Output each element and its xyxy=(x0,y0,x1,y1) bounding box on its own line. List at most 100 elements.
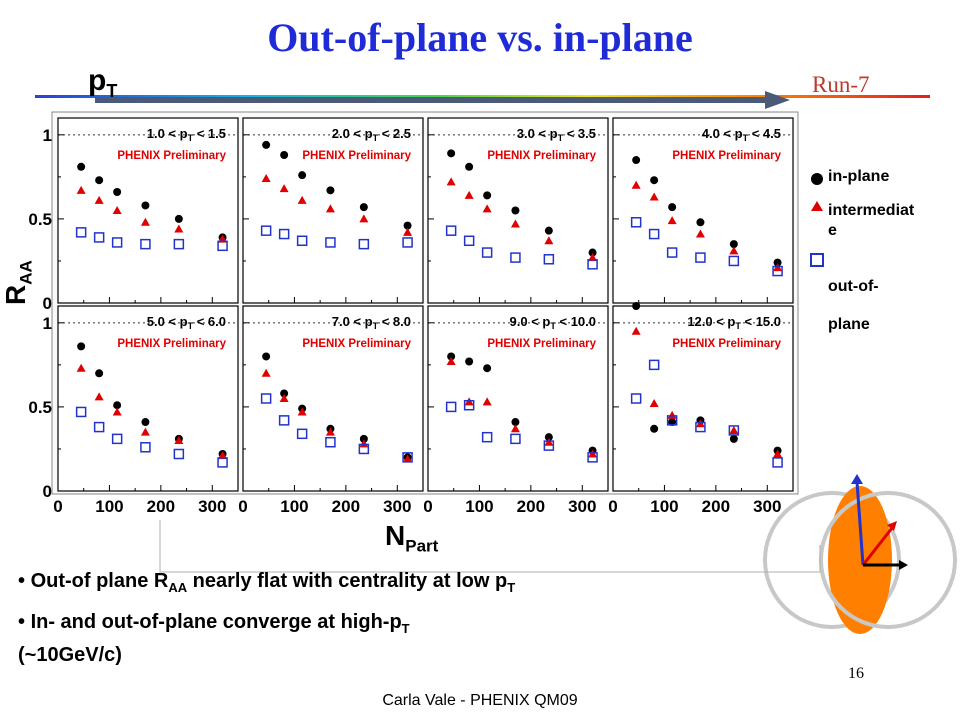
preliminary-label: PHENIX Preliminary xyxy=(672,150,781,162)
intermediate-point xyxy=(649,192,659,201)
intermediate-point xyxy=(482,397,492,406)
intermediate-point xyxy=(695,229,705,238)
preliminary-label: PHENIX Preliminary xyxy=(487,338,596,350)
preliminary-label: PHENIX Preliminary xyxy=(487,150,596,162)
intermediate-point xyxy=(631,326,641,335)
x-tick-label: 0 xyxy=(53,497,62,516)
out-of-plane-point xyxy=(260,225,272,236)
out-of-plane-point xyxy=(358,443,370,455)
out-of-plane-point xyxy=(543,254,555,265)
in-plane-point xyxy=(511,418,520,427)
preliminary-label: PHENIX Preliminary xyxy=(302,150,411,162)
out-of-plane-point xyxy=(772,457,783,468)
legend-intermediate-marker xyxy=(811,201,823,211)
intermediate-point xyxy=(140,427,150,436)
out-of-plane-point xyxy=(695,421,706,433)
in-plane-point xyxy=(262,352,271,361)
in-plane-point xyxy=(113,188,122,196)
in-plane-point xyxy=(729,240,738,249)
out-of-plane-point xyxy=(173,238,185,250)
intermediate-point xyxy=(464,190,474,199)
y-tick-label: 0.5 xyxy=(28,210,52,229)
out-of-plane-point xyxy=(666,415,678,426)
in-plane-point xyxy=(773,258,782,267)
in-plane-point xyxy=(298,171,307,180)
out-of-plane-point xyxy=(93,421,105,433)
y-tick-label: 1 xyxy=(43,314,52,333)
in-plane-point xyxy=(326,186,335,195)
out-of-plane-arrow-head xyxy=(851,474,863,484)
intermediate-point xyxy=(667,216,677,225)
x-tick-label: 300 xyxy=(198,497,226,516)
intermediate-point xyxy=(446,177,456,186)
intermediate-point xyxy=(174,436,184,445)
out-of-plane-point xyxy=(587,259,598,270)
run-label: Run-7 xyxy=(812,72,870,97)
panel-pt-label: 5.0 < pT < 6.0 xyxy=(147,314,226,331)
out-of-plane-point xyxy=(111,433,123,445)
in-plane-point xyxy=(359,203,368,212)
in-plane-point xyxy=(483,364,492,373)
panel: 9.0 < pT < 10.0 PHENIX Preliminary xyxy=(427,305,609,492)
intermediate-point xyxy=(297,195,307,204)
out-of-plane-point xyxy=(445,401,457,413)
out-of-plane-point xyxy=(695,252,706,263)
legend-label-intermediate: intermediat xyxy=(828,202,915,219)
in-plane-point xyxy=(632,302,641,310)
x-tick-label: 200 xyxy=(147,497,175,516)
intermediate-point xyxy=(446,357,456,365)
in-plane-point xyxy=(77,342,86,351)
out-of-plane-point xyxy=(666,247,678,258)
out-of-plane-point xyxy=(728,425,740,436)
legend-label-out-of-plane: out-of- xyxy=(828,278,879,295)
in-plane-point xyxy=(588,248,597,257)
out-of-plane-point xyxy=(463,235,475,247)
out-of-plane-point xyxy=(358,238,370,250)
y-tick-label: 0 xyxy=(43,294,52,313)
intermediate-point xyxy=(112,407,122,416)
in-plane-point xyxy=(668,418,677,427)
preliminary-label: PHENIX Preliminary xyxy=(302,338,411,350)
panel-pt-label: 4.0 < pT < 4.5 xyxy=(702,126,781,143)
intermediate-point xyxy=(140,217,150,226)
intermediate-point xyxy=(773,449,783,458)
panel: 2.0 < pT < 2.5 PHENIX Preliminary xyxy=(242,117,424,304)
in-plane-point xyxy=(141,418,150,427)
in-plane-point xyxy=(729,434,738,443)
out-of-plane-point xyxy=(296,428,308,440)
in-plane-point xyxy=(511,206,520,215)
panel-frame xyxy=(612,117,794,304)
intermediate-point xyxy=(510,424,520,433)
x-axis-label: NPart xyxy=(385,520,439,556)
out-of-plane-point xyxy=(402,452,413,463)
intermediate-point xyxy=(279,394,289,402)
panel-pt-label: 2.0 < pT < 2.5 xyxy=(332,126,411,143)
x-tick-label: 100 xyxy=(95,497,123,516)
y-tick-label: 0 xyxy=(43,482,52,501)
in-plane-point xyxy=(113,401,122,410)
out-of-plane-point xyxy=(75,406,87,418)
panel-pt-label: 12.0 < pT < 15.0 xyxy=(687,314,781,331)
pt-arrow xyxy=(35,91,930,109)
in-plane-point xyxy=(95,176,104,185)
out-of-plane-point xyxy=(278,415,290,426)
panel: 4.0 < pT < 4.5 PHENIX Preliminary xyxy=(612,117,794,304)
intermediate-point xyxy=(649,399,659,408)
out-of-plane-point xyxy=(140,442,151,453)
out-of-plane-point xyxy=(217,240,228,252)
panel-pt-label: 9.0 < pT < 10.0 xyxy=(510,314,596,331)
in-plane-point xyxy=(632,156,641,165)
out-of-plane-point xyxy=(445,225,457,236)
in-plane-point xyxy=(141,201,150,210)
panel-frame xyxy=(427,305,609,492)
panel: 3.0 < pT < 3.5 PHENIX Preliminary xyxy=(427,117,609,304)
preliminary-label: PHENIX Preliminary xyxy=(672,338,781,350)
out-of-plane-point xyxy=(543,440,555,451)
intermediate-point xyxy=(76,363,86,372)
in-plane-point xyxy=(280,389,289,398)
in-plane-point xyxy=(465,357,474,366)
in-plane-point xyxy=(403,221,412,230)
in-plane-point xyxy=(544,433,553,442)
in-plane-point xyxy=(174,214,183,223)
